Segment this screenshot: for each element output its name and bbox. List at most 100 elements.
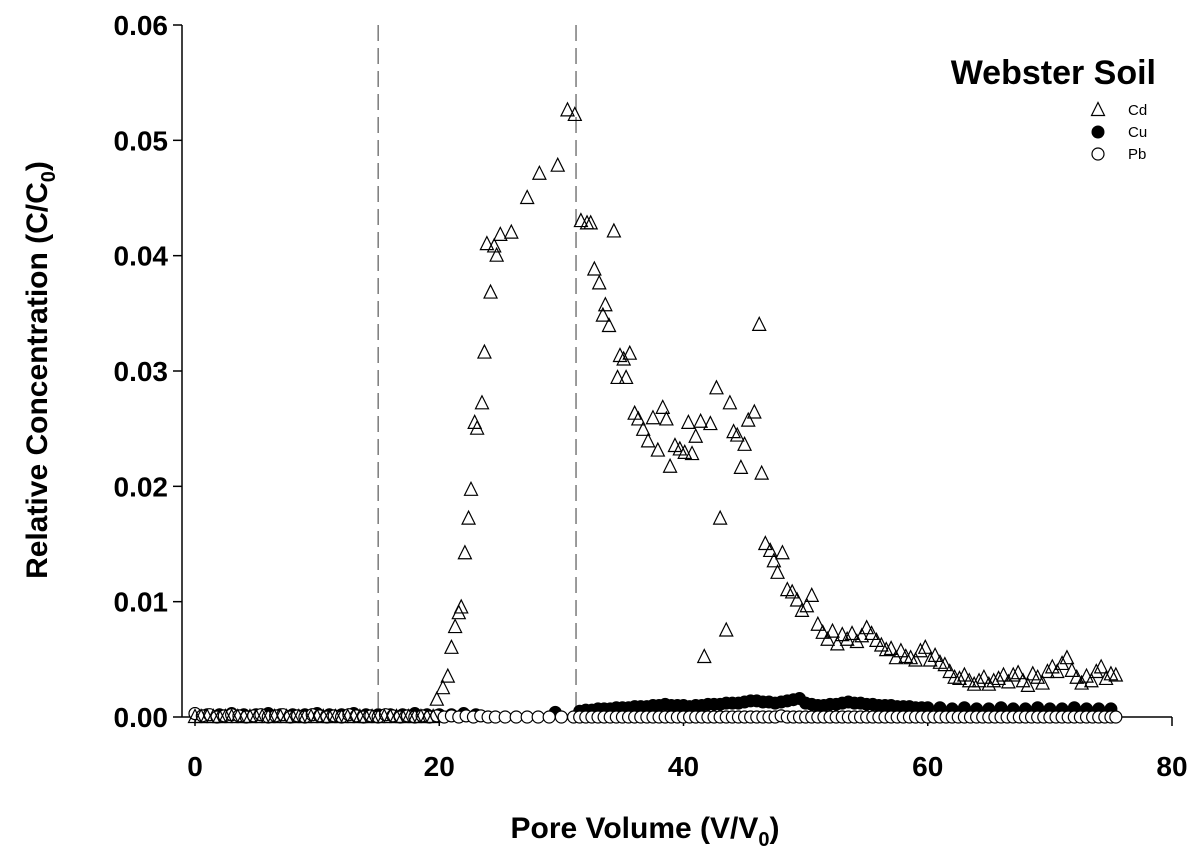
pb-point	[1109, 710, 1123, 724]
cd-point	[746, 403, 762, 419]
cd-point	[479, 235, 495, 251]
cd-point	[583, 214, 599, 230]
cd-point	[550, 156, 566, 172]
cd-point	[1088, 663, 1104, 679]
x-axis-title: Pore Volume (V/V0)	[511, 812, 780, 851]
cd-point	[740, 411, 756, 427]
cd-point	[912, 642, 928, 658]
cd-point	[630, 410, 646, 426]
cd-point	[1059, 649, 1075, 665]
cd-point	[453, 598, 469, 614]
cd-point	[640, 432, 656, 448]
cd-point	[451, 604, 467, 620]
cd-point	[425, 708, 441, 724]
cd-point	[722, 394, 738, 410]
cd-point	[1093, 658, 1109, 674]
cd-point	[1064, 662, 1080, 677]
cd-point	[435, 679, 451, 695]
cd-point	[784, 583, 800, 599]
cd-point	[586, 260, 602, 276]
cd-point	[733, 459, 749, 474]
cd-point	[1039, 663, 1055, 679]
cd-point	[971, 672, 987, 688]
cd-point	[595, 306, 611, 322]
legend: Cd Cu Pb	[1090, 101, 1147, 163]
chart-title: Webster Soil	[951, 54, 1156, 92]
cd-point	[474, 394, 490, 410]
cd-point	[531, 164, 547, 180]
cd-point	[667, 437, 683, 453]
y-axis-title-tail: )	[21, 161, 54, 171]
cd-point	[844, 625, 860, 641]
cd-point	[440, 667, 456, 683]
cd-point	[610, 369, 626, 385]
legend-label-cu: Cu	[1128, 124, 1147, 141]
y-axis-title-subscript: 0	[38, 171, 60, 182]
x-tick-label: 80	[1156, 751, 1187, 782]
cd-point	[762, 542, 778, 558]
y-tick-label: 0.06	[114, 10, 169, 41]
cd-point	[991, 670, 1007, 686]
cd-point	[492, 226, 508, 242]
cd-point	[754, 464, 770, 480]
cd-point	[702, 415, 718, 431]
cd-point	[804, 587, 820, 603]
legend-marker-cu	[1091, 125, 1105, 139]
cd-point	[1005, 666, 1021, 682]
reference-lines	[377, 25, 577, 717]
cd-point	[799, 597, 815, 613]
cd-point	[834, 626, 850, 642]
cd-point	[757, 535, 773, 551]
cd-point	[1098, 670, 1114, 686]
y-tick-label: 0.04	[114, 241, 169, 272]
cd-point	[1083, 672, 1099, 688]
cd-point	[810, 615, 826, 631]
cd-point	[618, 369, 634, 385]
cd-point	[645, 409, 661, 425]
cd-point	[658, 410, 674, 426]
cd-point	[917, 638, 933, 654]
y-ticks: 0.00 0.01 0.02 0.03 0.04 0.05 0.06	[114, 10, 182, 733]
cd-point	[688, 427, 704, 443]
cd-point	[1108, 666, 1124, 682]
cd-point	[815, 623, 831, 639]
cd-point	[718, 621, 734, 637]
cd-point	[567, 106, 583, 122]
cd-point	[684, 445, 700, 461]
x-tick-label: 60	[912, 751, 943, 782]
pb-point	[498, 710, 512, 724]
cd-point	[1010, 664, 1026, 680]
cd-point	[573, 212, 589, 228]
cd-point	[597, 296, 613, 312]
cd-point	[820, 630, 836, 646]
cd-point	[560, 101, 575, 117]
cd-point	[1069, 668, 1085, 684]
cd-point	[591, 274, 607, 290]
pb-point	[542, 710, 556, 724]
cd-point	[693, 412, 709, 428]
data-marks	[187, 101, 1124, 724]
cd-point	[489, 246, 505, 262]
cd-point	[476, 343, 492, 359]
cd-point	[898, 648, 914, 664]
cd-point	[859, 619, 875, 635]
cd-point	[1049, 663, 1065, 679]
cd-point	[662, 457, 678, 473]
cd-point	[483, 283, 499, 299]
cd-point	[601, 317, 617, 333]
cd-point	[461, 509, 477, 525]
cd-point	[878, 641, 894, 657]
legend-label-pb: Pb	[1128, 146, 1146, 163]
cd-point	[922, 651, 938, 667]
y-tick-label: 0.00	[114, 702, 169, 733]
y-tick-label: 0.01	[114, 587, 169, 618]
cd-point	[680, 414, 696, 429]
cd-point	[849, 633, 865, 649]
cd-point	[712, 509, 728, 525]
cd-point	[677, 444, 693, 459]
cd-point	[655, 399, 671, 415]
cd-point	[443, 638, 459, 654]
cd-point	[457, 544, 473, 560]
cd-point	[519, 189, 535, 205]
